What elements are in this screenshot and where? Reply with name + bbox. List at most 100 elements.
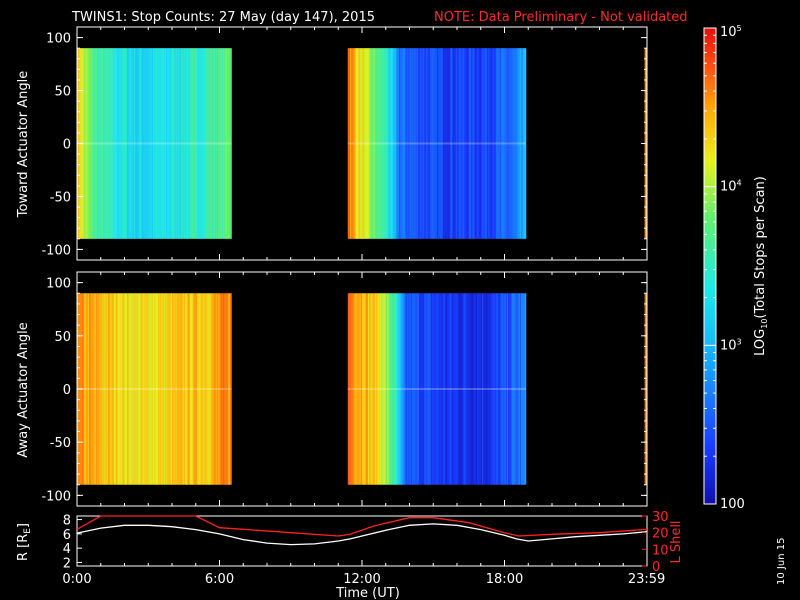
toward-heatmap-cell	[493, 48, 496, 239]
away-heatmap-cell	[457, 293, 459, 485]
away-heatmap-cell	[168, 293, 171, 485]
away-heatmap-cell	[424, 293, 427, 485]
away-heatmap-cell	[84, 293, 86, 485]
away-heatmap-cell	[196, 293, 199, 485]
away-heatmap-cell	[377, 293, 380, 485]
toward-heatmap-cell	[214, 48, 217, 239]
away-heatmap-cell	[227, 293, 230, 485]
toward-heatmap-cell	[132, 48, 135, 239]
away-heatmap-cell	[441, 293, 444, 485]
toward-heatmap-cell	[447, 48, 450, 239]
toward-heatmap-cell	[119, 48, 122, 239]
away-heatmap-cell	[206, 293, 209, 485]
away-heatmap-cell	[188, 293, 191, 485]
away-heatmap-cell	[112, 293, 115, 485]
toward-heatmap-cell	[449, 48, 452, 239]
toward-heatmap-cell	[411, 48, 414, 239]
toward-heatmap-cell	[176, 48, 179, 239]
toward-heatmap-cell	[477, 48, 479, 239]
toward-heatmap-cell	[468, 48, 471, 239]
away-heatmap-cell	[391, 293, 394, 485]
away-heatmap-cell	[434, 293, 437, 485]
away-heatmap-cell	[163, 293, 166, 485]
away-heatmap-cell	[132, 293, 135, 485]
toward-heatmap-cell	[422, 48, 425, 239]
toward-heatmap-cell	[106, 48, 109, 239]
toward-heatmap-cell	[439, 48, 441, 239]
away-heatmap-cell	[111, 293, 114, 485]
away-heatmap-cell	[409, 293, 412, 485]
toward-heatmap-cell	[88, 48, 91, 239]
away-heatmap-cell	[135, 293, 137, 485]
toward-heatmap-cell	[109, 48, 111, 239]
toward-heatmap-cell	[141, 48, 143, 239]
away-heatmap-cell	[372, 293, 375, 485]
away-heatmap-cell	[364, 293, 366, 485]
toward-heatmap-cell	[459, 48, 461, 239]
toward-heatmap-cell	[395, 48, 397, 239]
toward-heatmap-cell	[515, 48, 517, 239]
away-heatmap-cell	[492, 293, 495, 485]
away-heatmap-cell	[167, 293, 169, 485]
toward-heatmap-cell	[432, 48, 434, 239]
away-heatmap-cell	[478, 293, 480, 485]
away-heatmap-cell	[427, 293, 429, 485]
away-ytick-label: 50	[54, 330, 71, 345]
toward-heatmap-cell	[417, 48, 420, 239]
away-heatmap-cell	[129, 293, 131, 485]
orbit-ytick-label: 8	[63, 514, 71, 529]
away-heatmap-cell	[211, 293, 213, 485]
away-heatmap-cell	[358, 293, 361, 485]
toward-heatmap-cell	[384, 48, 387, 239]
away-heatmap-cell	[116, 293, 118, 485]
toward-heatmap-cell	[499, 48, 502, 239]
away-heatmap-cell	[515, 293, 517, 485]
toward-heatmap-cell	[385, 48, 388, 239]
toward-heatmap-cell	[436, 48, 439, 239]
toward-heatmap-cell	[383, 48, 385, 239]
away-heatmap-cell	[500, 293, 503, 485]
away-heatmap-cell	[493, 293, 496, 485]
away-heatmap-cell	[371, 293, 374, 485]
away-heatmap-cell	[97, 293, 99, 485]
away-heatmap-cell	[487, 293, 490, 485]
toward-heatmap-cell	[182, 48, 185, 239]
toward-heatmap-cell	[426, 48, 428, 239]
toward-heatmap-cell	[445, 48, 447, 239]
away-heatmap-cell	[124, 293, 127, 485]
away-heatmap-cell	[90, 293, 92, 485]
away-heatmap-cell	[351, 293, 353, 485]
toward-heatmap-cell	[350, 48, 352, 239]
away-heatmap-cell	[144, 293, 147, 485]
toward-heatmap-cell	[390, 48, 393, 239]
away-heatmap-cell	[375, 293, 377, 485]
toward-heatmap-cell	[485, 48, 488, 239]
away-heatmap-cell	[414, 293, 416, 485]
toward-heatmap-cell	[517, 48, 520, 239]
away-heatmap-cell	[369, 293, 371, 485]
toward-heatmap-cell	[157, 48, 160, 239]
away-heatmap-cell	[109, 293, 111, 485]
away-heatmap-cell	[514, 293, 516, 485]
toward-heatmap-cell	[348, 48, 351, 239]
toward-heatmap-cell	[419, 48, 421, 239]
away-heatmap-cell	[378, 293, 381, 485]
toward-heatmap-cell	[401, 48, 403, 239]
away-heatmap-cell	[379, 293, 382, 485]
orbit-y2tick-label: 20	[652, 527, 669, 542]
toward-heatmap-cell	[388, 48, 390, 239]
away-heatmap-cell	[472, 293, 475, 485]
away-heatmap-cell	[401, 293, 403, 485]
toward-heatmap-cell	[137, 48, 140, 239]
toward-heatmap-cell	[158, 48, 161, 239]
toward-heatmap-cell	[407, 48, 409, 239]
toward-heatmap-cell	[99, 48, 102, 239]
toward-heatmap-cell	[139, 48, 142, 239]
toward-heatmap-cell	[144, 48, 147, 239]
away-heatmap-cell	[420, 293, 422, 485]
away-heatmap-cell	[85, 293, 87, 485]
toward-heatmap-cell	[400, 48, 402, 239]
away-heatmap-cell	[161, 293, 163, 485]
away-heatmap-cell	[522, 293, 524, 485]
toward-heatmap-cell	[145, 48, 148, 239]
